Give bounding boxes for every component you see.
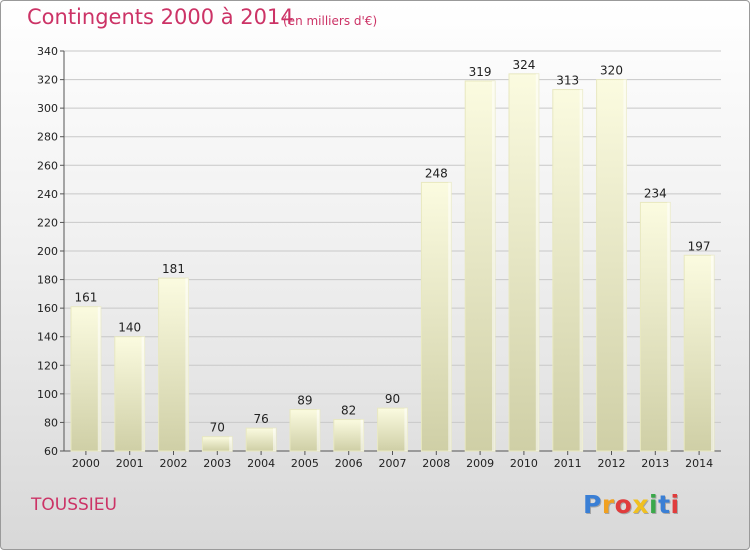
bar-highlight [579,89,583,452]
data-label: 140 [118,321,141,335]
bar [114,336,146,452]
y-tick-label: 240 [37,188,58,201]
y-tick-label: 220 [37,216,58,229]
y-tick-label: 200 [37,245,58,258]
bar-highlight [360,419,364,451]
data-label: 197 [688,239,711,253]
y-tick-label: 180 [37,274,58,287]
data-label: 313 [556,74,579,88]
bar [201,436,233,452]
bar [420,181,452,452]
logo-letter: i [649,490,659,519]
y-tick-label: 100 [37,388,58,401]
bar [683,254,715,452]
bar [245,427,277,452]
x-tick-label: 2000 [72,457,100,470]
bar-highlight [710,255,714,451]
bar [552,89,584,452]
x-tick-label: 2008 [422,457,450,470]
x-tick-label: 2011 [554,457,582,470]
bar-highlight [623,79,627,452]
bar-highlight [141,336,145,451]
y-tick-label: 140 [37,331,58,344]
bar-highlight [491,81,495,451]
logo-letter: o [614,490,633,519]
y-tick-label: 340 [37,45,58,58]
place-name: TOUSSIEU [31,495,117,515]
bar [158,277,189,452]
x-tick-label: 2014 [685,457,713,470]
data-label: 89 [297,394,312,408]
proxiti-logo[interactable]: Proxiti [583,490,680,519]
logo-letter: P [583,490,602,519]
y-tick-label: 280 [37,131,58,144]
bar-highlight [448,182,452,451]
data-label: 234 [644,186,667,200]
x-tick-label: 2006 [335,457,363,470]
data-label: 161 [74,291,97,305]
data-label: 320 [600,64,623,78]
bar-highlight [229,436,233,451]
x-tick-label: 2002 [160,457,188,470]
y-tick-label: 120 [37,359,58,372]
data-label: 82 [341,404,356,418]
data-label: 181 [162,262,185,276]
y-tick-label: 300 [37,102,58,115]
bar [639,201,671,452]
y-tick-label: 80 [44,416,58,429]
bar [289,409,321,452]
bar [464,80,496,452]
bar-highlight [185,278,189,451]
bar-highlight [535,73,539,451]
data-label: 90 [385,392,400,406]
y-tick-label: 160 [37,302,58,315]
data-label: 324 [512,58,535,72]
x-tick-label: 2009 [466,457,494,470]
bar [377,407,408,452]
x-tick-label: 2003 [203,457,231,470]
chart-subtitle: (en milliers d'€) [283,14,378,28]
x-tick-label: 2007 [379,457,407,470]
bar [333,419,365,452]
x-tick-label: 2005 [291,457,319,470]
data-label: 76 [253,412,268,426]
bar [508,73,540,452]
logo-letter: i [670,490,680,519]
x-tick-label: 2010 [510,457,538,470]
bar-highlight [404,408,408,451]
bar [596,79,627,452]
x-tick-label: 2001 [116,457,144,470]
bar-highlight [272,428,276,451]
x-tick-label: 2013 [641,457,669,470]
logo-letter: r [601,490,615,519]
y-tick-label: 260 [37,159,58,172]
bar-highlight [97,306,101,451]
bar [70,306,102,452]
x-tick-label: 2012 [598,457,626,470]
logo-letter: x [632,490,649,519]
data-label: 319 [469,65,492,79]
x-tick-label: 2004 [247,457,275,470]
y-tick-label: 60 [44,445,58,458]
y-tick-label: 320 [37,74,58,87]
logo-letter: t [658,490,671,519]
data-label: 248 [425,166,448,180]
bar-highlight [667,202,671,451]
data-label: 70 [210,421,225,435]
bar-highlight [316,409,320,451]
chart-title: Contingents 2000 à 2014 [27,5,294,29]
